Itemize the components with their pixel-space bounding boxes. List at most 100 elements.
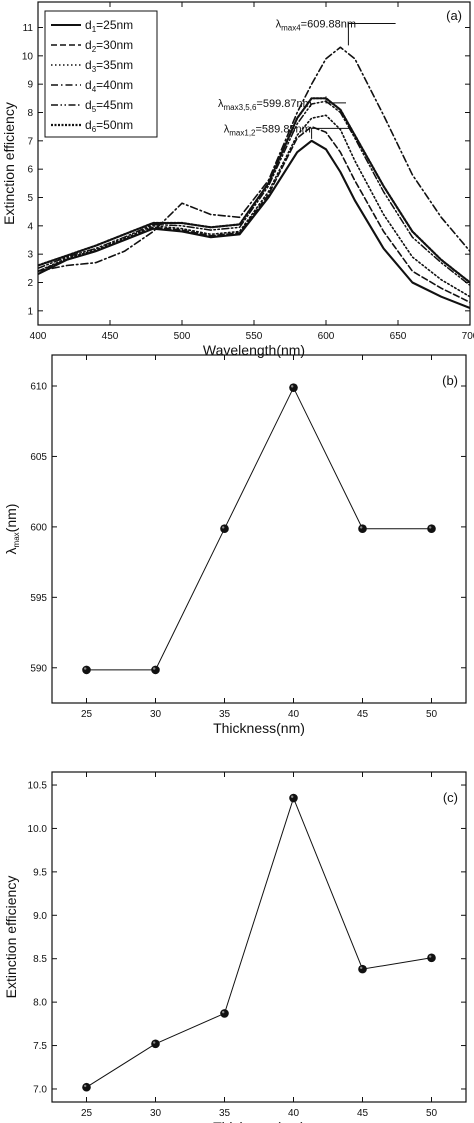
data-point-highlight	[222, 526, 225, 529]
data-point	[358, 524, 367, 534]
legend-label-sub: 2	[92, 45, 97, 54]
y-tick-label: 11	[23, 23, 34, 34]
legend-label-rest: =50nm	[96, 118, 133, 132]
legend: d1=25nmd2=30nmd3=35nmd4=40nmd5=45nmd6=50…	[44, 10, 158, 138]
peak-annotation-main: λ	[224, 123, 230, 135]
y-tick-label: 5	[27, 193, 33, 204]
y-tick-label: 610	[30, 381, 47, 392]
peak-annotation: λmax4=609.88nm	[276, 19, 356, 33]
x-tick-label: 25	[81, 1108, 93, 1119]
series-line-4	[38, 46, 470, 272]
data-point	[220, 524, 229, 534]
y-tick-label: 10	[22, 51, 34, 62]
x-tick-label: 40	[288, 709, 300, 720]
data-point-highlight	[429, 955, 432, 958]
series-line-3	[38, 114, 470, 298]
y-tick-label: 1	[27, 306, 33, 317]
x-tick-label: 550	[246, 331, 263, 342]
y-axis-title: λmax(nm)	[3, 504, 21, 555]
data-point-highlight	[291, 795, 294, 798]
legend-label-rest: =45nm	[96, 98, 133, 112]
y-axis-title: Extinction efficiency	[3, 876, 19, 999]
data-point	[427, 524, 436, 534]
series-line-6	[38, 97, 470, 284]
x-tick-label: 35	[219, 1108, 231, 1119]
peak-annotation-rest: =589.85nm	[255, 123, 310, 135]
legend-label-sub: 1	[92, 25, 97, 34]
y-axis-title-a: Extinction efficiency	[1, 102, 17, 225]
annotation-leader	[347, 23, 396, 46]
legend-label-main: d	[85, 98, 92, 112]
series-line-5	[38, 100, 470, 287]
series-line-1	[38, 139, 470, 310]
annotation-leader	[311, 127, 352, 139]
x-tick-label: 600	[318, 331, 335, 342]
x-tick-label: 45	[357, 1108, 369, 1119]
y-tick-label: 7.5	[33, 1041, 47, 1052]
panel-tag-c: (c)	[443, 790, 458, 805]
panel-c: 25 30 35 40 45 50 7.0 7.5 8.0 8.5 9.0 9.5 10.0 10.5 (c…	[3, 771, 467, 1123]
y-tick-label: 590	[30, 663, 47, 674]
y-tick-label: 605	[30, 452, 47, 463]
x-tick-label: 400	[30, 331, 47, 342]
x-tick-label: 50	[426, 709, 438, 720]
data-point	[82, 1082, 91, 1092]
panel-tag-a: (a)	[446, 8, 462, 23]
legend-label: d6=50nm	[85, 118, 133, 134]
x-axis-title: Thickness(nm)	[213, 720, 305, 736]
x-tick-label: 30	[150, 709, 162, 720]
panel-b: 25 30 35 40 45 50 590 595 600 605 610 (b) Thickness(…	[3, 354, 467, 736]
x-tick-label: 35	[219, 709, 231, 720]
data-point-highlight	[84, 667, 87, 670]
data-point	[289, 383, 298, 392]
legend-label-sub: 5	[92, 105, 97, 114]
data-point-highlight	[291, 385, 294, 388]
data-point	[289, 793, 298, 803]
data-point-highlight	[222, 1010, 225, 1014]
legend-label-rest: =25nm	[96, 18, 133, 32]
y-tick-label: 8	[27, 108, 33, 119]
y-tick-label: 8.5	[33, 954, 47, 965]
legend-label-main: d	[85, 58, 92, 72]
y-tick-label: 7	[27, 136, 33, 147]
x-tick-label: 500	[174, 331, 191, 342]
peak-annotation-sub: max3,5,6	[224, 103, 257, 112]
data-point	[358, 964, 367, 974]
legend-label-sub: 3	[92, 65, 97, 74]
legend-box	[44, 10, 158, 138]
peak-annotation-rest: =609.88nm	[301, 19, 356, 31]
data-point-highlight	[360, 526, 363, 529]
x-axis-title-a: Wavelength(nm)	[203, 342, 305, 358]
y-axis-title-main: λ	[3, 547, 19, 554]
connecting-line	[86, 796, 432, 1088]
plot-frame	[51, 354, 467, 704]
peak-annotation: λmax3,5,6=599.87nm	[218, 98, 312, 112]
legend-label-main: d	[85, 18, 92, 32]
data-point	[82, 665, 91, 675]
legend-label-main: d	[85, 78, 92, 92]
y-tick-label: 9	[27, 80, 33, 91]
legend-label: d1=25nm	[85, 18, 133, 34]
data-point-highlight	[429, 526, 432, 529]
legend-label: d4=40nm	[85, 78, 133, 94]
panel-a: 400 450 500 550 600 650 700 1 2 3 4 5 6 7 8 9 10 11 (a) Wav…	[1, 1, 474, 358]
data-point	[151, 1039, 160, 1049]
y-tick-label: 9.0	[33, 911, 47, 922]
y-tick-label: 2	[27, 278, 33, 289]
x-tick-label: 50	[426, 1108, 438, 1119]
data-point	[151, 665, 160, 675]
peak-annotation-sub: max4	[281, 24, 301, 33]
y-axis-title-rest: (nm)	[3, 504, 19, 533]
connecting-line	[86, 386, 432, 671]
x-tick-label: 30	[150, 1108, 162, 1119]
legend-label-rest: =30nm	[96, 38, 133, 52]
peak-annotation-rest: =599.87nm	[256, 98, 311, 110]
y-tick-label: 7.0	[33, 1084, 47, 1095]
y-tick-label: 9.5	[33, 867, 47, 878]
legend-label: d5=45nm	[85, 98, 133, 114]
legend-label-rest: =40nm	[96, 78, 133, 92]
data-point-highlight	[360, 966, 363, 970]
data-point-highlight	[84, 1084, 87, 1088]
data-point	[427, 953, 436, 963]
